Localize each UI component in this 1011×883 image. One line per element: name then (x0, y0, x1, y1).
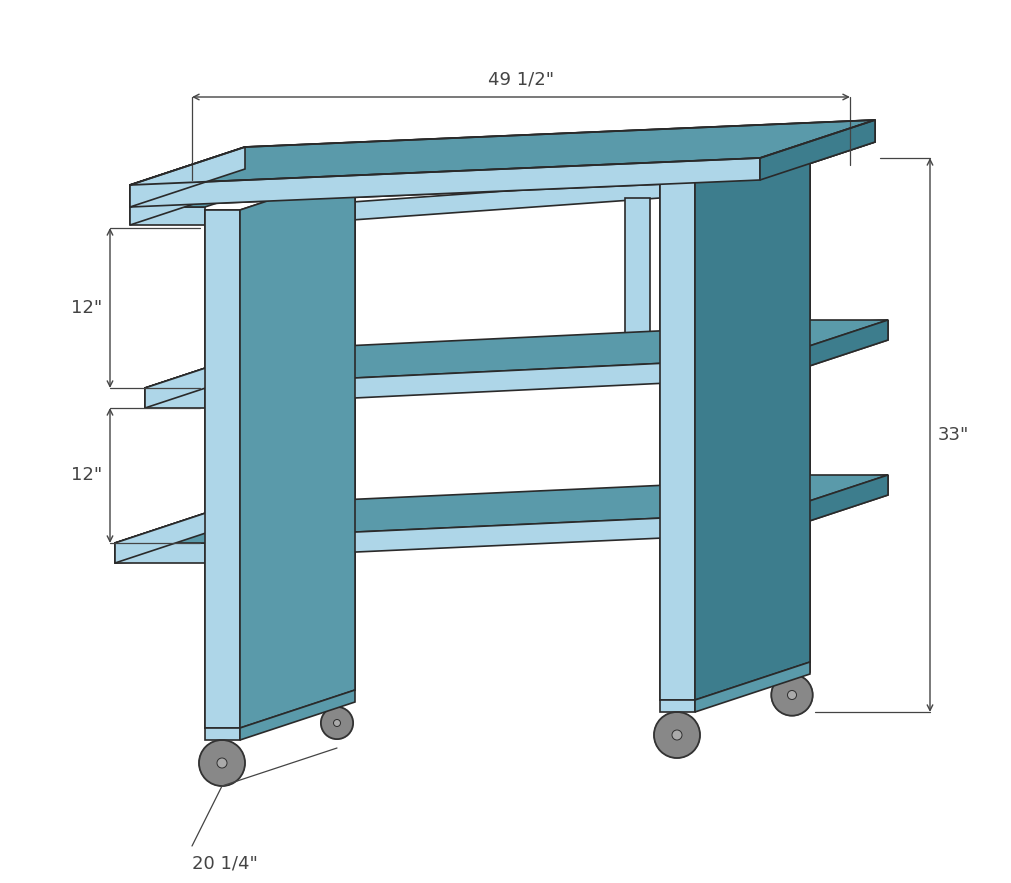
Polygon shape (205, 210, 240, 728)
Polygon shape (115, 475, 888, 543)
Polygon shape (130, 158, 760, 207)
Text: 33": 33" (938, 426, 970, 444)
Polygon shape (240, 172, 355, 728)
Polygon shape (115, 505, 229, 563)
Polygon shape (130, 207, 205, 225)
Polygon shape (145, 320, 888, 388)
Polygon shape (773, 475, 888, 533)
Polygon shape (145, 388, 205, 408)
Polygon shape (115, 505, 320, 543)
Polygon shape (695, 358, 773, 378)
Polygon shape (130, 169, 245, 225)
Polygon shape (205, 728, 240, 740)
Polygon shape (355, 142, 775, 190)
Polygon shape (145, 350, 260, 408)
Polygon shape (695, 142, 810, 700)
Circle shape (771, 675, 813, 716)
Polygon shape (115, 513, 773, 563)
Polygon shape (660, 700, 695, 712)
Text: 12": 12" (71, 299, 102, 317)
Circle shape (320, 707, 353, 739)
Circle shape (199, 740, 245, 786)
Circle shape (654, 712, 700, 758)
Polygon shape (695, 662, 810, 712)
Polygon shape (130, 147, 245, 207)
Polygon shape (760, 120, 875, 180)
Polygon shape (660, 180, 695, 700)
Polygon shape (773, 320, 888, 378)
Polygon shape (695, 120, 875, 180)
Circle shape (217, 758, 227, 768)
Circle shape (672, 730, 682, 740)
Polygon shape (773, 475, 888, 533)
Polygon shape (240, 172, 355, 728)
Polygon shape (145, 358, 773, 408)
Polygon shape (695, 513, 773, 533)
Polygon shape (130, 158, 760, 207)
Polygon shape (145, 350, 320, 388)
Polygon shape (775, 662, 810, 672)
Circle shape (334, 720, 341, 727)
Polygon shape (760, 120, 875, 180)
Polygon shape (695, 475, 888, 513)
Polygon shape (625, 198, 650, 358)
Polygon shape (130, 120, 875, 185)
Polygon shape (320, 172, 355, 690)
Polygon shape (695, 320, 888, 358)
Text: 12": 12" (71, 466, 102, 485)
Polygon shape (115, 505, 229, 563)
Polygon shape (773, 320, 888, 378)
Polygon shape (240, 690, 355, 740)
Polygon shape (130, 169, 320, 207)
Polygon shape (255, 228, 280, 388)
Circle shape (788, 691, 797, 699)
Polygon shape (145, 350, 260, 408)
Polygon shape (695, 142, 810, 700)
Polygon shape (660, 180, 695, 700)
Polygon shape (760, 120, 875, 180)
Text: 49 1/2": 49 1/2" (488, 71, 554, 89)
Polygon shape (695, 158, 760, 202)
Polygon shape (130, 120, 875, 185)
Polygon shape (775, 142, 810, 662)
Polygon shape (130, 147, 245, 207)
Polygon shape (205, 210, 240, 728)
Polygon shape (115, 543, 205, 563)
Polygon shape (240, 180, 660, 228)
Text: 20 1/4": 20 1/4" (192, 854, 258, 872)
